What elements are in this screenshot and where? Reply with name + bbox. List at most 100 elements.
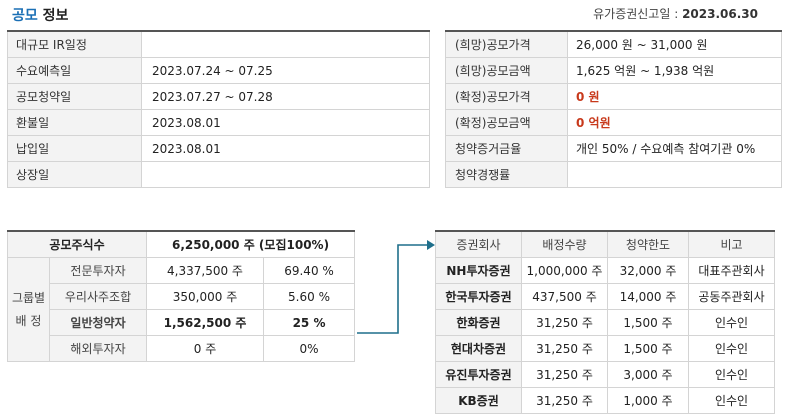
schedule-value: 2023.08.01: [141, 135, 430, 162]
column-header: 배정수량: [521, 230, 608, 258]
pricing-label: 청약경쟁률: [445, 161, 568, 188]
broker-note: 인수인: [688, 387, 775, 414]
total-shares-label: 공모주식수: [6, 230, 148, 258]
group-label-line1: 그룹별: [11, 290, 46, 305]
broker-name: 유진투자증권: [435, 361, 522, 388]
schedule-value: [141, 30, 430, 58]
pricing-label: (희망)공모금액: [445, 57, 568, 84]
pricing-label: (확정)공모금액: [445, 109, 568, 136]
schedule-label: 수요예측일: [7, 57, 142, 84]
table-row: (희망)공모가격 26,000 원 ~ 31,000 원: [445, 30, 782, 58]
broker-quantity: 1,000,000 주: [521, 257, 608, 284]
broker-name: 한화증권: [435, 309, 522, 336]
investor-type: 우리사주조합: [48, 283, 148, 310]
allocated-percent: 25 %: [263, 309, 356, 336]
pricing-table: (희망)공모가격 26,000 원 ~ 31,000 원 (희망)공모금액 1,…: [445, 30, 782, 188]
broker-note: 인수인: [688, 361, 775, 388]
confirmed-amount-value: 0 억원: [567, 109, 782, 136]
table-row: 상장일: [7, 161, 430, 188]
schedule-label: 공모청약일: [7, 83, 142, 110]
table-row: 그룹별 배 정 전문투자자 4,337,500 주 69.40 %: [7, 257, 356, 362]
broker-quantity: 31,250 주: [521, 335, 608, 362]
table-row: NH투자증권 1,000,000 주 32,000 주 대표주관회사: [435, 257, 775, 284]
table-row: 한국투자증권 437,500 주 14,000 주 공동주관회사: [435, 283, 775, 310]
table-row: KB증권 31,250 주 1,000 주 인수인: [435, 387, 775, 414]
schedule-label: 상장일: [7, 161, 142, 188]
table-row: 환불일 2023.08.01: [7, 109, 430, 136]
schedule-label: 대규모 IR일정: [7, 30, 142, 58]
investor-type: 전문투자자: [48, 257, 148, 284]
pricing-value: 26,000 원 ~ 31,000 원: [567, 30, 782, 58]
pricing-label: 청약증거금율: [445, 135, 568, 162]
broker-quantity: 31,250 주: [521, 361, 608, 388]
allocated-percent: 5.60 %: [263, 283, 356, 310]
schedule-table: 대규모 IR일정 수요예측일 2023.07.24 ~ 07.25 공모청약일 …: [7, 30, 430, 188]
filing-label: 유가증권신고일 :: [593, 7, 679, 21]
schedule-value: [141, 161, 430, 188]
broker-limit: 14,000 주: [607, 283, 689, 310]
table-row: 청약경쟁률: [445, 161, 782, 188]
investor-type: 일반청약자: [48, 309, 148, 336]
table-row: 대규모 IR일정: [7, 30, 430, 58]
broker-limit: 1,000 주: [607, 387, 689, 414]
broker-quantity: 437,500 주: [521, 283, 608, 310]
filing-date-info: 유가증권신고일 : 2023.06.30: [593, 5, 758, 22]
column-header: 비고: [688, 230, 775, 258]
table-row: 수요예측일 2023.07.24 ~ 07.25: [7, 57, 430, 84]
pricing-value: 1,625 억원 ~ 1,938 억원: [567, 57, 782, 84]
table-row: 공모주식수 6,250,000 주 (모집100%): [6, 230, 356, 258]
column-header: 청약한도: [607, 230, 689, 258]
broker-quantity: 31,250 주: [521, 387, 608, 414]
broker-note: 공동주관회사: [688, 283, 775, 310]
broker-limit: 32,000 주: [607, 257, 689, 284]
pricing-value: [567, 161, 782, 188]
table-row: (확정)공모가격 0 원: [445, 83, 782, 110]
table-header-row: 증권회사 배정수량 청약한도 비고: [435, 230, 775, 258]
broker-note: 인수인: [688, 309, 775, 336]
allocated-shares: 1,562,500 주: [146, 309, 265, 336]
table-row: 한화증권 31,250 주 1,500 주 인수인: [435, 309, 775, 336]
column-header: 증권회사: [435, 230, 522, 258]
allocated-shares: 4,337,500 주: [146, 257, 265, 284]
broker-name: NH투자증권: [435, 257, 522, 284]
pricing-value: 개인 50% / 수요예측 참여기관 0%: [567, 135, 782, 162]
pricing-label: (확정)공모가격: [445, 83, 568, 110]
schedule-value: 2023.08.01: [141, 109, 430, 136]
allocation-table: 공모주식수 6,250,000 주 (모집100%) 그룹별 배 정 전문투자자…: [6, 230, 356, 362]
broker-quantity: 31,250 주: [521, 309, 608, 336]
page-title: 공모 정보: [12, 5, 68, 25]
table-row: 납입일 2023.08.01: [7, 135, 430, 162]
table-row: 우리사주조합 350,000 주 5.60 %: [8, 283, 356, 310]
broker-limit: 3,000 주: [607, 361, 689, 388]
title-rest: 정보: [42, 8, 69, 24]
group-label-line2: 배 정: [15, 313, 42, 328]
table-row: 유진투자증권 31,250 주 3,000 주 인수인: [435, 361, 775, 388]
table-row: 청약증거금율 개인 50% / 수요예측 참여기관 0%: [445, 135, 782, 162]
schedule-label: 환불일: [7, 109, 142, 136]
filing-date: 2023.06.30: [682, 7, 758, 21]
table-row: 현대차증권 31,250 주 1,500 주 인수인: [435, 335, 775, 362]
schedule-value: 2023.07.27 ~ 07.28: [141, 83, 430, 110]
table-row: 공모청약일 2023.07.27 ~ 07.28: [7, 83, 430, 110]
broker-note: 대표주관회사: [688, 257, 775, 284]
broker-name: 한국투자증권: [435, 283, 522, 310]
broker-limit: 1,500 주: [607, 309, 689, 336]
total-shares-value: 6,250,000 주 (모집100%): [146, 230, 356, 258]
table-row: 일반청약자 1,562,500 주 25 %: [8, 309, 356, 336]
connector-arrow-icon: [357, 240, 435, 334]
broker-note: 인수인: [688, 335, 775, 362]
table-row: (확정)공모금액 0 억원: [445, 109, 782, 136]
broker-name: KB증권: [435, 387, 522, 414]
allocated-percent: 0%: [263, 335, 356, 362]
allocated-percent: 69.40 %: [263, 257, 356, 284]
broker-name: 현대차증권: [435, 335, 522, 362]
brokers-table: 증권회사 배정수량 청약한도 비고 NH투자증권 1,000,000 주 32,…: [435, 230, 775, 414]
allocated-shares: 350,000 주: [146, 283, 265, 310]
schedule-value: 2023.07.24 ~ 07.25: [141, 57, 430, 84]
broker-limit: 1,500 주: [607, 335, 689, 362]
allocated-shares: 0 주: [146, 335, 265, 362]
investor-type: 해외투자자: [48, 335, 148, 362]
table-row: 해외투자자 0 주 0%: [8, 335, 356, 362]
group-allocation-label: 그룹별 배 정: [7, 257, 50, 362]
schedule-label: 납입일: [7, 135, 142, 162]
